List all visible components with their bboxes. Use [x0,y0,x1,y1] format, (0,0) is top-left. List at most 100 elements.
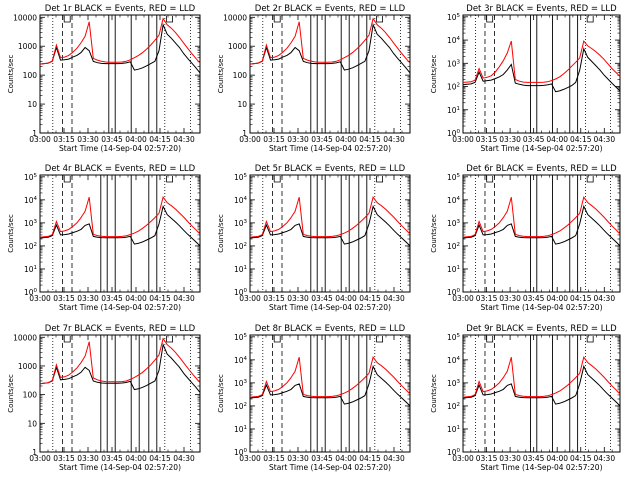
y-tick-label: 102 [234,402,247,411]
x-tick-label: 03:45 [523,294,545,303]
x-tick-label: 04:00 [546,454,568,463]
y-tick-label: 101 [234,425,247,434]
x-tick-label: 04:30 [593,454,615,463]
interval-bracket [586,336,594,343]
x-tick-label: 04:30 [383,454,405,463]
y-tick-label: 104 [234,196,248,205]
y-tick-label: 100 [447,288,461,297]
chart-panel-8: Det 8r BLACK = Events, RED = LLD 100 101 10… [217,324,411,472]
y-tick-label: 100 [24,288,38,297]
chart-panel-1: Det 1r BLACK = Events, RED = LLD 1 10 100 10… [7,4,201,153]
y-tick-label: 1000 [18,42,37,51]
x-tick-label: 03:15 [476,294,498,303]
x-tick-label: 04:00 [335,294,357,303]
x-tick-label: 03:15 [53,135,75,144]
x-tick-label: 03:00 [29,294,51,303]
y-tick-label: 100 [234,448,248,457]
interval-bracket [166,336,173,343]
chart-title: Det 4r BLACK = Events, RED = LLD [45,164,196,174]
interval-bracket [166,176,173,183]
y-tick-label: 105 [447,333,461,342]
x-tick-label: 03:15 [476,135,498,144]
x-tick-label: 04:15 [149,135,171,144]
x-tick-label: 03:00 [452,135,474,144]
y-tick-label: 10 [237,100,247,109]
x-tick-label: 04:30 [173,294,195,303]
y-tick-label: 105 [447,13,461,22]
series-line-lld [462,196,621,238]
x-tick-label: 04:15 [149,294,171,303]
y-tick-label: 102 [447,83,460,92]
x-axis-label: Start Time (14-Sep-04 02:57:20) [59,144,181,153]
chart-title: Det 3r BLACK = Events, RED = LLD [466,4,617,14]
y-tick-label: 102 [447,402,460,411]
y-axis-label: Counts/sec [430,374,438,413]
x-tick-label: 03:45 [101,294,123,303]
x-tick-label: 04:30 [173,454,195,463]
x-axis-label: Start Time (14-Sep-04 02:57:20) [269,144,391,153]
x-tick-label: 03:30 [77,135,99,144]
y-tick-label: 103 [447,379,461,388]
chart-title: Det 7r BLACK = Events, RED = LLD [45,324,196,334]
y-tick-label: 101 [24,265,37,274]
plot-frame [249,174,411,293]
x-tick-label: 04:00 [546,135,568,144]
interval-bracket [376,336,383,343]
x-tick-label: 03:45 [101,454,123,463]
x-axis-label: Start Time (14-Sep-04 02:57:20) [481,303,603,312]
y-tick-label: 103 [24,219,38,228]
x-tick-label: 04:15 [359,294,381,303]
y-tick-label: 1000 [18,362,37,371]
interval-bracket [486,176,494,183]
interval-bracket [273,176,281,183]
chart-panel-3: Det 3r BLACK = Events, RED = LLD 100 101 10… [430,4,621,153]
y-tick-label: 101 [447,106,460,115]
interval-bracket [586,176,594,183]
y-tick-label: 103 [234,379,248,388]
x-tick-label: 04:15 [570,294,592,303]
x-tick-label: 04:15 [359,454,381,463]
x-tick-label: 03:00 [452,294,474,303]
series-line-events [462,364,621,407]
interval-bracket [63,336,71,343]
x-axis-label: Start Time (14-Sep-04 02:57:20) [269,463,391,472]
x-tick-label: 03:30 [77,294,99,303]
y-tick-label: 101 [447,265,460,274]
interval-bracket [166,16,173,23]
x-axis-label: Start Time (14-Sep-04 02:57:20) [269,303,391,312]
y-tick-label: 100 [23,391,38,400]
series-line-lld [39,17,201,65]
x-tick-label: 03:45 [523,454,545,463]
y-tick-label: 1 [32,129,37,138]
x-axis-label: Start Time (14-Sep-04 02:57:20) [59,463,181,472]
x-tick-label: 04:15 [149,454,171,463]
chart-panel-7: Det 7r BLACK = Events, RED = LLD 1 10 100 10… [7,324,201,472]
interval-bracket [486,16,494,23]
chart-panel-9: Det 9r BLACK = Events, RED = LLD 100 101 10… [430,324,621,472]
chart-panel-4: Det 4r BLACK = Events, RED = LLD 100 101 10… [7,164,201,312]
x-axis-label: Start Time (14-Sep-04 02:57:20) [481,144,603,153]
y-axis-label: Counts/sec [7,214,15,253]
x-tick-label: 03:30 [287,135,309,144]
y-axis-label: Counts/sec [7,374,15,413]
y-tick-label: 100 [447,129,461,138]
y-tick-label: 105 [24,173,38,182]
series-line-events [39,342,201,393]
y-tick-label: 100 [23,71,38,80]
x-tick-label: 03:00 [239,294,261,303]
y-tick-label: 1 [242,129,247,138]
y-tick-label: 1000 [228,42,247,51]
interval-bracket [273,336,281,343]
chart-title: Det 8r BLACK = Events, RED = LLD [255,324,406,334]
x-tick-label: 04:00 [125,454,147,463]
x-tick-label: 04:15 [359,135,381,144]
x-tick-label: 03:00 [29,454,51,463]
y-axis-label: Counts/sec [217,214,225,253]
y-tick-label: 100 [447,448,461,457]
chart-title: Det 9r BLACK = Events, RED = LLD [466,324,617,334]
y-tick-label: 103 [447,59,461,68]
series-line-lld [249,356,411,398]
y-axis-label: Counts/sec [7,55,15,94]
y-tick-label: 101 [234,265,247,274]
